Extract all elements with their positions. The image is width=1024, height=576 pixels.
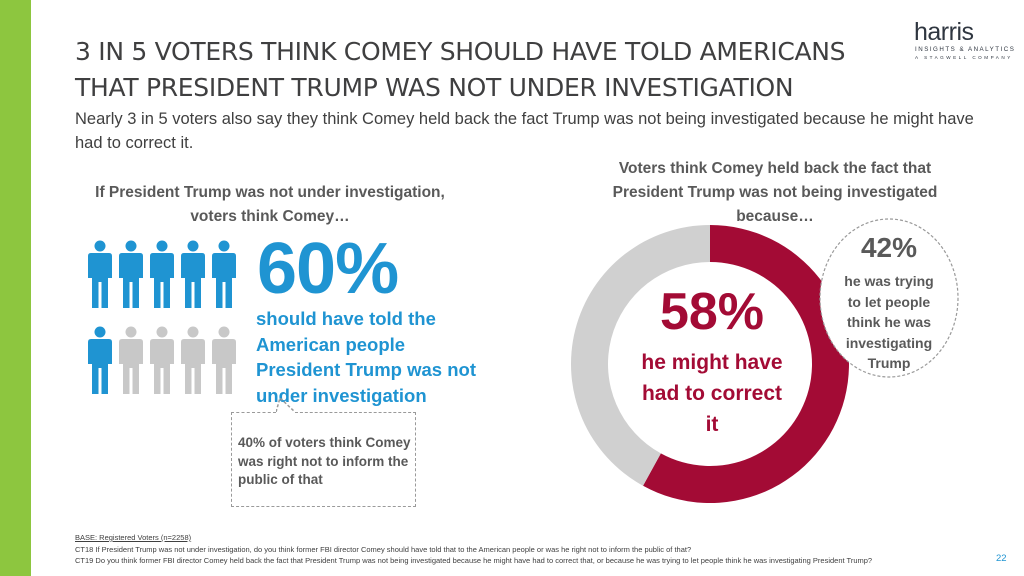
center-label-line-1: he might have bbox=[641, 351, 783, 374]
right-callout-circle bbox=[819, 218, 959, 378]
donut-slice-correct bbox=[643, 225, 849, 503]
person-icon bbox=[150, 240, 174, 308]
right-panel-heading: Voters think Comey held back the fact th… bbox=[580, 157, 970, 229]
left-callout-top-left bbox=[231, 412, 276, 413]
people-pictograph bbox=[88, 240, 248, 400]
title-line-1: 3 IN 5 VOTERS THINK COMEY SHOULD HAVE TO… bbox=[75, 37, 846, 66]
person-icon bbox=[88, 326, 112, 394]
left-heading-line-1: If President Trump was not under investi… bbox=[95, 184, 445, 201]
footnote-ct19: CT19 Do you think former FBI director Co… bbox=[75, 556, 873, 565]
right-callout-line-3: think he was bbox=[846, 314, 932, 330]
center-label-line-2: had to correct bbox=[641, 382, 783, 405]
right-callout-text: he was trying to let people think he was… bbox=[833, 271, 945, 374]
person-icon bbox=[88, 240, 112, 308]
right-callout-line-4: investigating bbox=[845, 334, 933, 351]
person-icon bbox=[150, 326, 174, 394]
logo-wordmark: harris bbox=[914, 18, 974, 46]
pct-desc-line-4: under investigation bbox=[256, 384, 427, 406]
left-callout-top-right bbox=[295, 412, 416, 413]
slide-title: 3 IN 5 VOTERS THINK COMEY SHOULD HAVE TO… bbox=[75, 34, 925, 106]
right-callout-line-5: Trump bbox=[867, 355, 911, 371]
harris-logo: harris INSIGHTS & ANALYTICS A STAGWELL C… bbox=[914, 18, 1014, 62]
footnote-ct18: CT18 If President Trump was not under in… bbox=[75, 544, 692, 554]
pct-desc-line-2: American people bbox=[256, 333, 406, 355]
right-heading-line-1: Voters think Comey held back the fact th… bbox=[618, 160, 932, 177]
footnotes: BASE: Registered Voters (n=2258) CT18 If… bbox=[75, 532, 975, 567]
donut-center-label: he might have had to correct it bbox=[622, 347, 802, 440]
left-heading-line-2: voters think Comey… bbox=[190, 208, 350, 225]
pct-desc-line-3: President Trump was not bbox=[256, 359, 476, 380]
logo-tagline: INSIGHTS & ANALYTICS bbox=[915, 46, 1016, 53]
person-icon bbox=[212, 240, 236, 308]
person-icon bbox=[181, 326, 205, 394]
left-callout-text: 40% of voters think Comey was right not … bbox=[238, 434, 413, 490]
page-number: 22 bbox=[996, 553, 1007, 564]
left-callout-line-1: 40% of voters think Comey bbox=[238, 435, 411, 450]
footnote-base: BASE: Registered Voters (n=2258) bbox=[75, 533, 192, 542]
person-icon bbox=[212, 326, 236, 394]
accent-bar bbox=[0, 0, 31, 576]
donut-center-percent: 58% bbox=[659, 283, 765, 341]
title-line-2: THAT PRESIDENT TRUMP WAS NOT UNDER INVES… bbox=[75, 73, 794, 102]
left-callout-line-2: was right not to inform the bbox=[238, 453, 409, 469]
big-percent: 60% bbox=[257, 229, 399, 309]
donut-slice-let-people-think bbox=[571, 225, 710, 486]
left-callout-box bbox=[231, 412, 416, 507]
person-icon bbox=[181, 240, 205, 308]
person-icon bbox=[119, 240, 143, 308]
left-panel-heading: If President Trump was not under investi… bbox=[70, 181, 470, 229]
left-callout-pointer bbox=[276, 398, 295, 412]
center-label-line-3: it bbox=[705, 413, 719, 436]
left-callout-line-3: public of that bbox=[238, 472, 323, 487]
pct-desc-line-1: should have told the bbox=[256, 308, 436, 329]
right-callout-line-1: he was trying bbox=[844, 273, 934, 289]
slide-subtitle: Nearly 3 in 5 voters also say they think… bbox=[75, 110, 974, 152]
percent-description: should have told the American people Pre… bbox=[256, 306, 496, 408]
right-heading-line-2: President Trump was not being investigat… bbox=[612, 184, 938, 201]
logo-company: A STAGWELL COMPANY bbox=[915, 55, 1013, 60]
right-heading-line-3: because… bbox=[736, 208, 814, 225]
right-callout-line-2: to let people bbox=[847, 293, 931, 310]
person-icon bbox=[119, 326, 143, 394]
donut-chart bbox=[571, 225, 849, 503]
right-callout-percent: 42% bbox=[860, 232, 918, 263]
